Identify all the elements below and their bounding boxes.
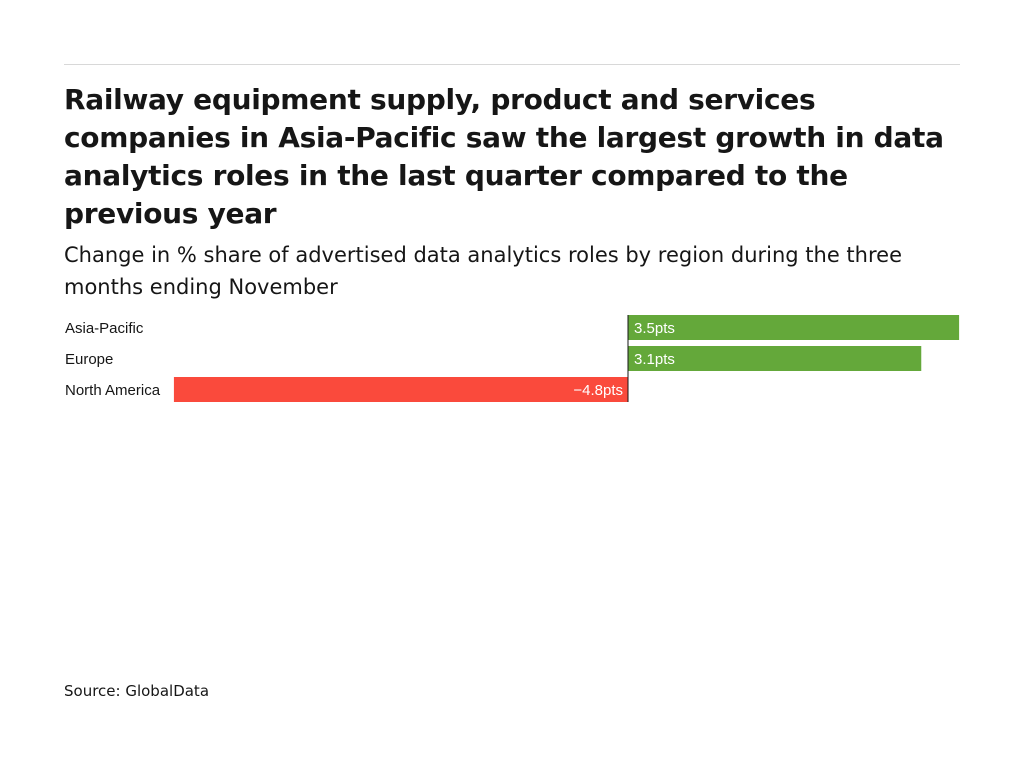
data-label: 3.1pts: [634, 351, 675, 368]
top-rule: [64, 64, 960, 65]
chart-subtitle: Change in % share of advertised data ana…: [64, 243, 902, 299]
bar-chart: Asia-Pacific 3.5pts Europe 3.1pts North Amer…: [65, 315, 960, 402]
category-label: North America: [65, 382, 161, 399]
category-label: Europe: [65, 351, 113, 368]
data-label: −4.8pts: [573, 382, 623, 399]
bar-europe: [628, 346, 922, 371]
chart-title: Railway equipment supply, product and se…: [64, 83, 944, 230]
source-note: Source: GlobalData: [64, 682, 210, 700]
data-label: 3.5pts: [634, 320, 675, 337]
bar-asia-pacific: [628, 315, 960, 340]
category-label: Asia-Pacific: [65, 320, 144, 337]
bar-north-america: [173, 377, 629, 402]
